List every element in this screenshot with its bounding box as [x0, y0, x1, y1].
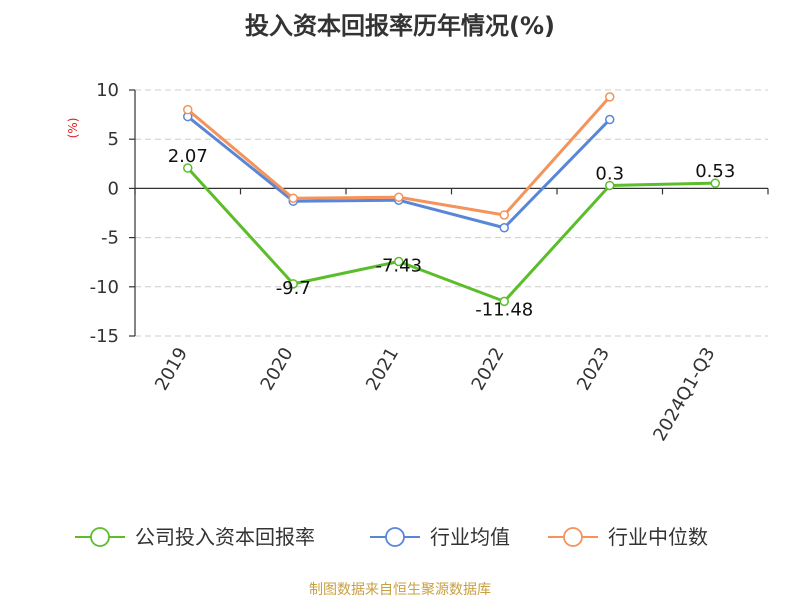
data-point: [394, 192, 404, 203]
data-label: 2.07: [168, 146, 208, 167]
x-tick-label: 2019: [151, 344, 192, 394]
legend-label: 行业中位数: [608, 525, 708, 549]
y-tick-label: 0: [108, 178, 119, 199]
source-note: 制图数据来自恒生聚源数据库: [309, 582, 491, 598]
data-label: -11.48: [475, 299, 533, 320]
x-tick-label: 2021: [362, 344, 403, 394]
data-label: 0.3: [595, 163, 624, 184]
legend-swatch-marker: [563, 527, 583, 547]
data-point: [394, 256, 404, 267]
data-label: 0.53: [695, 161, 735, 182]
data-point: [183, 104, 193, 115]
data-label: -9.7: [276, 278, 311, 299]
data-point: [499, 223, 509, 233]
chart-title: 投入资本回报率历年情况(%): [245, 12, 555, 40]
y-axis-label: (%): [66, 118, 80, 139]
legend-swatch-marker: [90, 527, 110, 547]
x-tick-label: 2022: [467, 344, 508, 394]
x-tick-label: 2023: [573, 344, 614, 394]
data-point: [183, 163, 193, 173]
data-label: -7.43: [375, 256, 422, 277]
axes: 10 5 0 -5 -10 -15 2019 2020 2021 2022 2023 2024Q1-Q…: [90, 80, 769, 445]
data-point: [605, 92, 615, 102]
y-tick-label: -10: [90, 277, 119, 298]
grid-lines: [135, 89, 768, 337]
data-point: [605, 180, 615, 191]
legend-swatch-marker: [385, 527, 405, 547]
data-point: [499, 210, 509, 220]
y-tick-label: 10: [96, 80, 119, 101]
legend-label: 行业均值: [430, 525, 510, 549]
y-tick-label: -15: [90, 326, 119, 347]
data-point: [288, 193, 298, 203]
series-lines: [183, 92, 720, 307]
y-tick-label: -5: [101, 228, 119, 249]
data-labels: 2.07 -9.7 -7.43 -11.48 0.3 0.53: [168, 146, 736, 320]
data-point: [499, 296, 509, 307]
x-tick-label: 2024Q1-Q3: [649, 344, 719, 445]
data-point: [288, 279, 298, 289]
legend-label: 公司投入资本回报率: [135, 525, 315, 549]
data-point: [710, 178, 720, 188]
series-line: [186, 167, 716, 303]
data-point: [605, 114, 615, 125]
series-line: [186, 115, 611, 230]
y-tick-label: 5: [108, 129, 119, 150]
x-tick-label: 2020: [256, 344, 297, 394]
legend: 公司投入资本回报率 行业均值 行业中位数: [75, 525, 708, 549]
